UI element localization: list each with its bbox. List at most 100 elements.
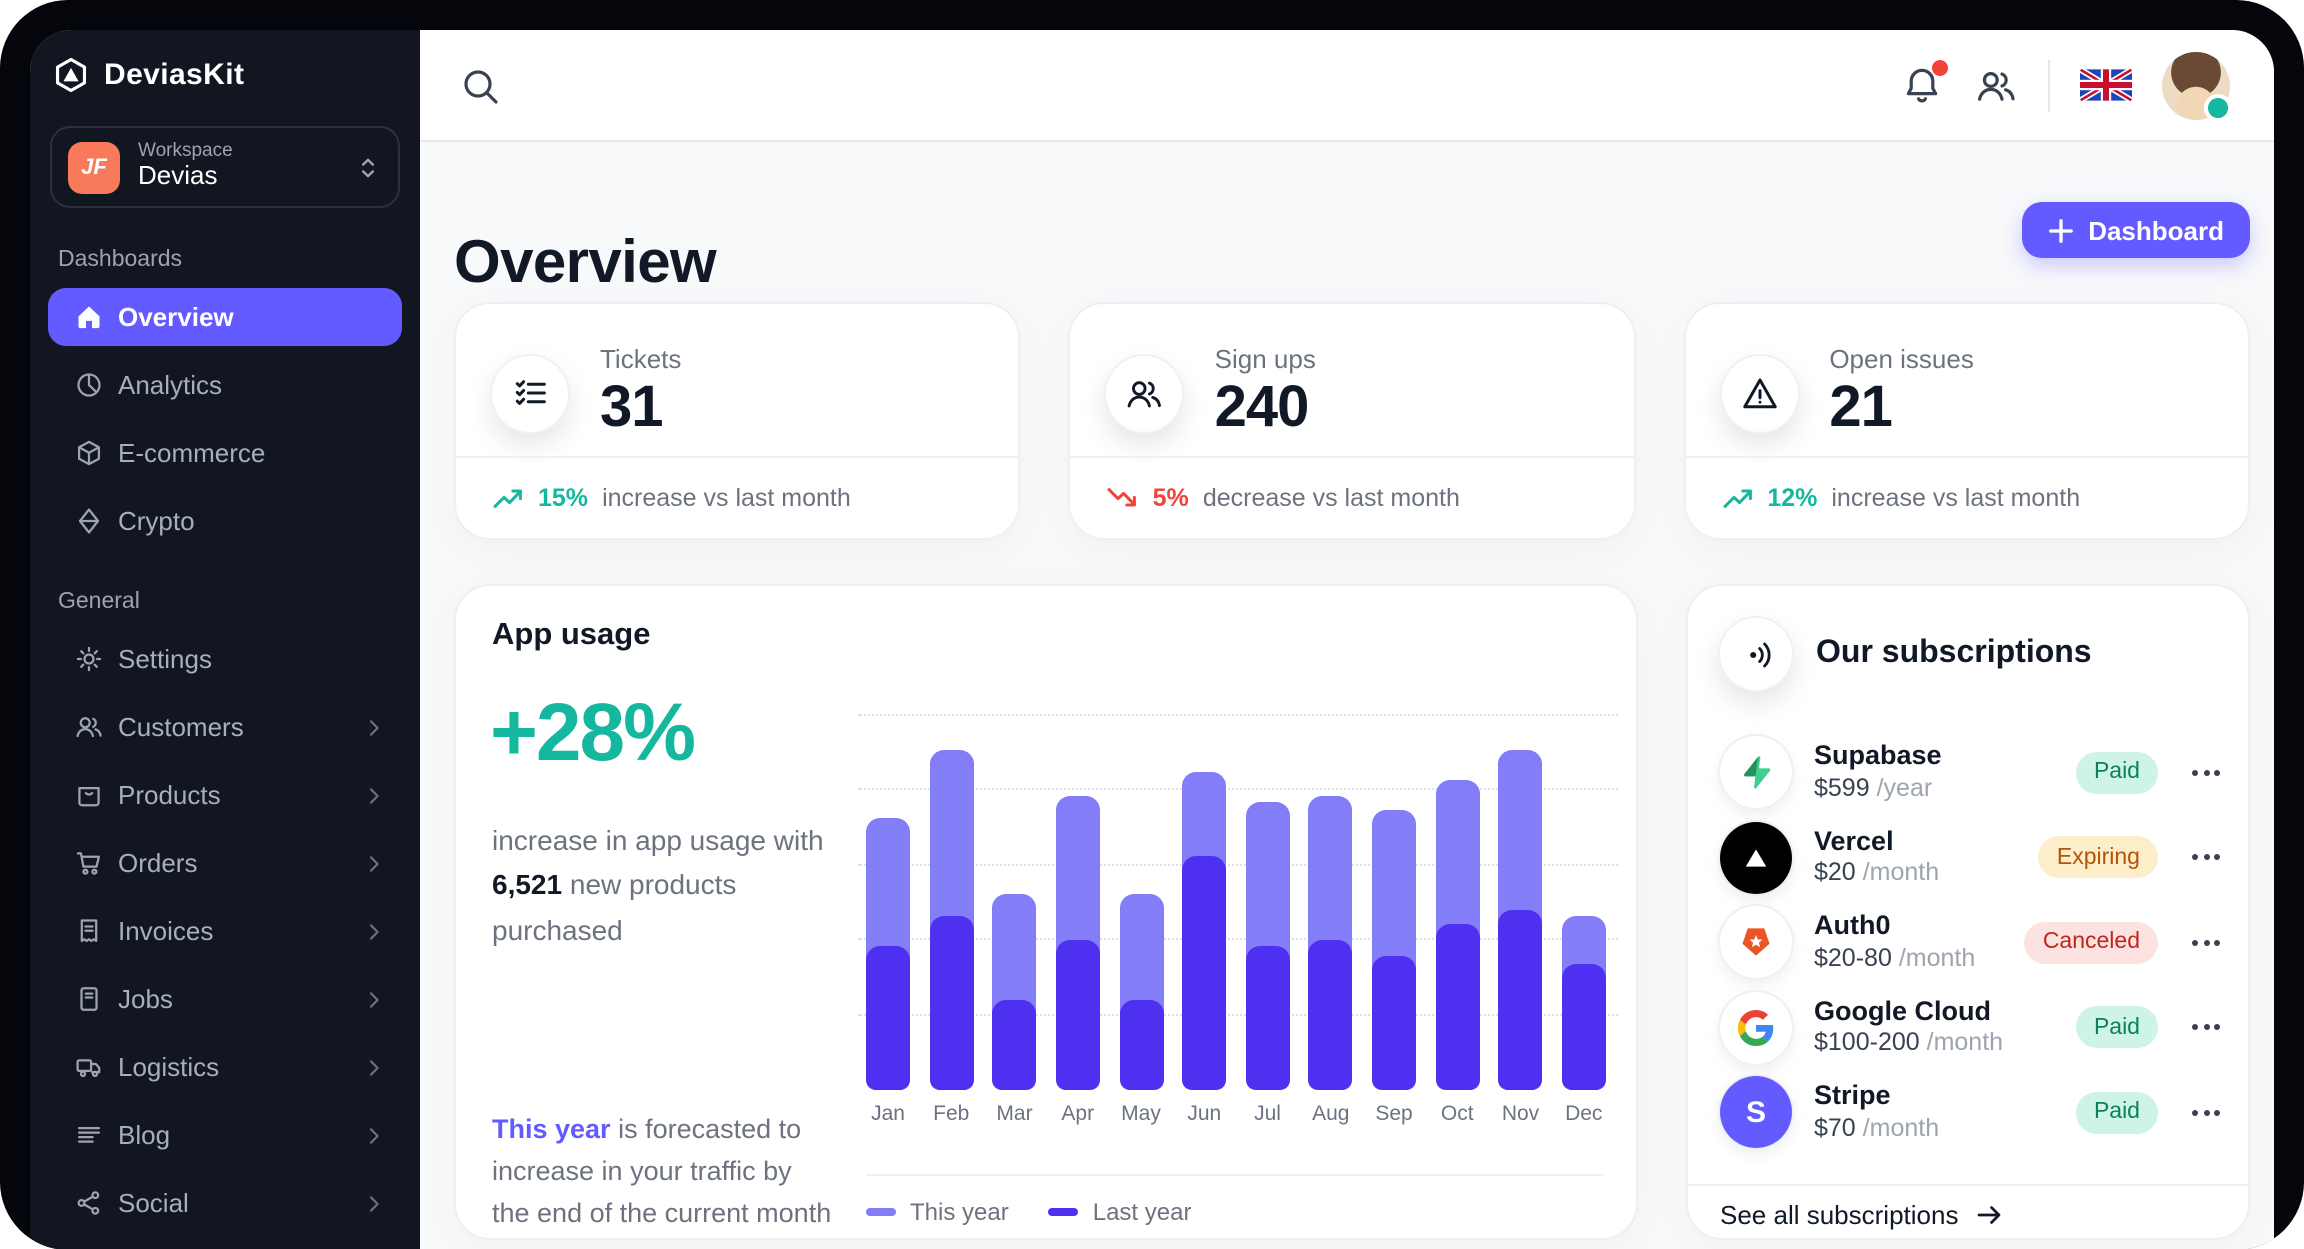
month-label: Feb	[933, 1102, 970, 1126]
diamond-icon	[74, 506, 104, 536]
subscription-row-supabase: Supabase $599 /year Paid	[1688, 730, 2248, 815]
sidebar-item-crypto[interactable]: Crypto	[48, 492, 402, 550]
stripe-logo: S	[1720, 1076, 1792, 1149]
google-logo	[1720, 991, 1792, 1064]
workspace-value: Devias	[138, 160, 218, 191]
stat-value: 21	[1829, 376, 1893, 440]
gridline	[858, 713, 1618, 715]
sidebar-item-jobs[interactable]: Jobs	[48, 970, 402, 1028]
subscription-row-vercel: Vercel $20 /month Expiring	[1688, 815, 2248, 900]
gear-icon	[74, 644, 104, 674]
checklist-icon	[492, 355, 568, 431]
sidebar-item-products[interactable]: Products	[48, 766, 402, 824]
chevron-right-icon	[362, 1123, 386, 1147]
stat-trend: 12% increase vs last month	[1685, 456, 2248, 538]
subscriptions-card: Our subscriptions Supabase $599 /year Pa…	[1686, 584, 2250, 1240]
contacts-icon[interactable]	[1974, 63, 2018, 107]
month-label: Sep	[1375, 1102, 1413, 1126]
sidebar: DeviasKit JF Workspace Devias Dashboards…	[30, 30, 420, 1249]
notifications-bell-icon[interactable]	[1900, 59, 1948, 107]
cart-icon	[74, 848, 104, 878]
notification-badge-dot	[1932, 59, 1948, 75]
bar-nov	[1498, 700, 1543, 1090]
legend-last-year: Last year	[1048, 1198, 1191, 1226]
app-usage-plot	[858, 700, 1618, 1090]
user-avatar[interactable]	[2162, 51, 2232, 121]
sidebar-item-social[interactable]: Social	[48, 1174, 402, 1232]
subscriptions-list: Supabase $599 /year Paid Vercel $20 /mon…	[1688, 730, 2248, 1155]
trend-caption: decrease vs last month	[1202, 484, 1460, 512]
search-icon[interactable]	[458, 63, 502, 107]
bar-feb	[929, 700, 974, 1090]
bar-dec	[1561, 700, 1606, 1090]
stat-label: Open issues	[1829, 344, 1974, 374]
language-flag-uk[interactable]	[2080, 68, 2132, 102]
stat-value: 240	[1214, 376, 1310, 440]
sidebar-item-blog[interactable]: Blog	[48, 1106, 402, 1164]
sidebar-item-ecommerce[interactable]: E-commerce	[48, 424, 402, 482]
pie-chart-icon	[74, 370, 104, 400]
subscription-row-auth0: Auth0 $20-80 /month Canceled	[1688, 900, 2248, 985]
add-dashboard-button[interactable]: Dashboard	[2022, 202, 2250, 258]
trend-percent: 15%	[538, 484, 589, 512]
chevron-right-icon	[362, 715, 386, 739]
arrow-right-icon	[1978, 1206, 2001, 1224]
row-menu-button[interactable]	[2192, 1024, 2220, 1031]
share-nodes-icon	[74, 1188, 104, 1218]
stat-card-open-issues: Open issues 21 12% increase vs last mont…	[1683, 302, 2250, 540]
month-label: Dec	[1565, 1102, 1603, 1126]
home-icon	[74, 302, 104, 332]
row-menu-button[interactable]	[2192, 769, 2220, 776]
subscription-row-stripe: S Stripe $70 /month Paid	[1688, 1070, 2248, 1155]
sidebar-item-settings[interactable]: Settings	[48, 630, 402, 688]
page-title: Overview	[454, 230, 717, 297]
workspace-selector[interactable]: JF Workspace Devias	[50, 126, 400, 208]
section-label-dashboards: Dashboards	[58, 248, 183, 272]
sidebar-item-analytics[interactable]: Analytics	[48, 356, 402, 414]
usage-description: increase in app usage with 6,521 new pro…	[492, 824, 824, 946]
unfold-icon	[354, 153, 382, 181]
app-usage-card: App usage +28% increase in app usage wit…	[454, 584, 1638, 1240]
auth0-logo	[1720, 906, 1792, 979]
trend-caption: increase vs last month	[1831, 484, 2081, 512]
bar-jul	[1245, 700, 1290, 1090]
truck-icon	[74, 1052, 104, 1082]
trend-down-icon	[1107, 486, 1139, 510]
sidebar-item-overview[interactable]: Overview	[48, 288, 402, 346]
broadcast-icon	[1720, 618, 1792, 690]
stat-card-signups: Sign ups 240 5% decrease vs last month	[1068, 302, 1636, 540]
month-label: Jul	[1254, 1102, 1281, 1126]
stat-card-tickets: Tickets 31 15% increase vs last month	[454, 302, 1021, 540]
users-icon	[74, 712, 104, 742]
status-badge: Expiring	[2038, 836, 2158, 879]
brand-logo[interactable]: DeviasKit	[52, 56, 420, 94]
status-badge: Paid	[2075, 1091, 2158, 1134]
row-menu-button[interactable]	[2192, 1109, 2220, 1116]
status-badge: Paid	[2075, 751, 2158, 794]
gridline	[858, 788, 1618, 790]
sidebar-item-orders[interactable]: Orders	[48, 834, 402, 892]
status-badge: Canceled	[2024, 921, 2158, 964]
month-label: May	[1121, 1102, 1161, 1126]
row-menu-button[interactable]	[2192, 854, 2220, 861]
sidebar-item-customers[interactable]: Customers	[48, 698, 402, 756]
sidebar-item-logistics[interactable]: Logistics	[48, 1038, 402, 1096]
bar-sep	[1372, 700, 1416, 1090]
warning-triangle-icon	[1721, 355, 1798, 431]
bar-mar	[992, 700, 1037, 1090]
status-badge: Paid	[2075, 1006, 2158, 1049]
trend-up-icon	[1721, 486, 1753, 510]
users-icon	[1106, 355, 1183, 431]
plus-icon	[2049, 218, 2074, 242]
row-menu-button[interactable]	[2192, 939, 2220, 946]
trend-caption: increase vs last month	[602, 484, 851, 512]
sidebar-item-invoices[interactable]: Invoices	[48, 902, 402, 960]
see-all-subscriptions-link[interactable]: See all subscriptions	[1688, 1184, 2248, 1244]
workspace-avatar: JF	[68, 141, 120, 193]
usage-forecast-note: This year is forecasted to increase in y…	[492, 1114, 832, 1228]
gridline	[858, 863, 1618, 865]
legend-mark	[866, 1207, 896, 1217]
section-label-general: General	[58, 590, 140, 614]
